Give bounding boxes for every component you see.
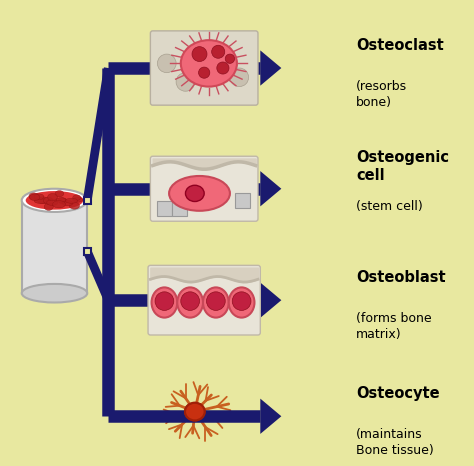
Ellipse shape — [169, 176, 230, 211]
Ellipse shape — [22, 189, 87, 212]
Circle shape — [217, 62, 229, 74]
Ellipse shape — [152, 288, 177, 318]
Text: Osteoblast: Osteoblast — [356, 270, 446, 285]
Ellipse shape — [73, 198, 83, 202]
Polygon shape — [260, 282, 282, 318]
Bar — [235, 193, 250, 208]
Circle shape — [155, 292, 174, 310]
Ellipse shape — [62, 200, 73, 206]
Polygon shape — [260, 171, 282, 206]
Ellipse shape — [203, 288, 229, 318]
Ellipse shape — [37, 197, 49, 204]
Polygon shape — [260, 398, 282, 434]
Text: Osteocyte: Osteocyte — [356, 386, 440, 402]
Ellipse shape — [69, 202, 80, 209]
Ellipse shape — [181, 40, 237, 87]
Ellipse shape — [229, 288, 255, 318]
Ellipse shape — [22, 284, 87, 302]
Ellipse shape — [44, 203, 53, 210]
Ellipse shape — [157, 54, 176, 73]
Text: (maintains
Bone tissue): (maintains Bone tissue) — [356, 428, 434, 457]
Ellipse shape — [185, 185, 204, 201]
Ellipse shape — [34, 194, 44, 200]
Bar — [22, 200, 87, 293]
Circle shape — [199, 67, 210, 78]
Polygon shape — [260, 50, 282, 86]
Ellipse shape — [29, 194, 40, 200]
Ellipse shape — [26, 191, 83, 210]
Ellipse shape — [44, 197, 53, 204]
FancyBboxPatch shape — [150, 156, 258, 221]
Bar — [173, 201, 187, 216]
Ellipse shape — [177, 288, 203, 318]
Ellipse shape — [58, 198, 67, 204]
Circle shape — [192, 47, 207, 62]
Ellipse shape — [185, 403, 205, 420]
FancyBboxPatch shape — [150, 31, 258, 105]
Bar — [84, 197, 91, 204]
Text: (resorbs
bone): (resorbs bone) — [356, 80, 407, 109]
Ellipse shape — [56, 198, 66, 202]
Ellipse shape — [230, 68, 249, 87]
Ellipse shape — [46, 200, 58, 206]
Ellipse shape — [53, 201, 65, 208]
Circle shape — [207, 292, 225, 310]
Circle shape — [225, 54, 235, 63]
Circle shape — [181, 292, 200, 310]
FancyBboxPatch shape — [148, 265, 260, 335]
Ellipse shape — [47, 193, 57, 201]
Text: (forms bone
matrix): (forms bone matrix) — [356, 312, 432, 341]
Ellipse shape — [73, 195, 81, 200]
Ellipse shape — [176, 73, 195, 91]
Ellipse shape — [29, 193, 39, 199]
Ellipse shape — [55, 191, 64, 197]
Bar — [84, 248, 91, 255]
Circle shape — [232, 292, 251, 310]
Bar — [157, 201, 173, 216]
Text: (stem cell): (stem cell) — [356, 200, 423, 213]
Text: Osteogenic
cell: Osteogenic cell — [356, 150, 449, 183]
Text: Osteoclast: Osteoclast — [356, 38, 444, 53]
Ellipse shape — [65, 198, 78, 203]
Ellipse shape — [34, 199, 47, 204]
Circle shape — [212, 45, 225, 58]
